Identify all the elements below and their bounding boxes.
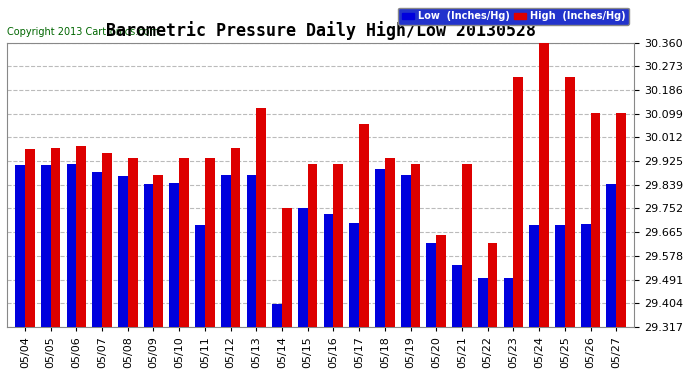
Title: Barometric Pressure Daily High/Low 20130528: Barometric Pressure Daily High/Low 20130… xyxy=(106,21,535,40)
Bar xyxy=(77,146,86,327)
Bar xyxy=(67,164,77,327)
Bar xyxy=(426,243,436,327)
Bar xyxy=(15,165,25,327)
Bar xyxy=(375,170,385,327)
Bar xyxy=(50,147,61,327)
Bar xyxy=(118,176,128,327)
Bar xyxy=(616,113,626,327)
Bar xyxy=(478,279,488,327)
Bar xyxy=(324,214,333,327)
Bar xyxy=(282,207,292,327)
Bar xyxy=(539,42,549,327)
Bar xyxy=(411,164,420,327)
Bar xyxy=(513,76,523,327)
Bar xyxy=(401,175,411,327)
Bar xyxy=(452,265,462,327)
Bar xyxy=(607,184,616,327)
Bar xyxy=(333,164,343,327)
Bar xyxy=(565,76,575,327)
Bar xyxy=(436,235,446,327)
Bar xyxy=(92,172,102,327)
Bar xyxy=(246,175,256,327)
Bar xyxy=(359,124,369,327)
Bar xyxy=(256,108,266,327)
Bar xyxy=(555,225,565,327)
Legend: Low  (Inches/Hg), High  (Inches/Hg): Low (Inches/Hg), High (Inches/Hg) xyxy=(398,8,629,26)
Bar xyxy=(221,175,230,327)
Bar xyxy=(195,225,205,327)
Bar xyxy=(504,279,513,327)
Bar xyxy=(153,175,164,327)
Bar xyxy=(462,164,472,327)
Bar xyxy=(102,153,112,327)
Text: Copyright 2013 Cartronics.com: Copyright 2013 Cartronics.com xyxy=(7,27,159,37)
Bar xyxy=(205,159,215,327)
Bar xyxy=(298,207,308,327)
Bar xyxy=(230,147,240,327)
Bar xyxy=(581,224,591,327)
Bar xyxy=(385,159,395,327)
Bar xyxy=(308,164,317,327)
Bar xyxy=(128,159,137,327)
Bar xyxy=(529,225,539,327)
Bar xyxy=(488,243,497,327)
Bar xyxy=(144,184,153,327)
Bar xyxy=(349,222,359,327)
Bar xyxy=(41,165,50,327)
Bar xyxy=(273,304,282,327)
Bar xyxy=(25,149,34,327)
Bar xyxy=(591,113,600,327)
Bar xyxy=(170,183,179,327)
Bar xyxy=(179,159,189,327)
